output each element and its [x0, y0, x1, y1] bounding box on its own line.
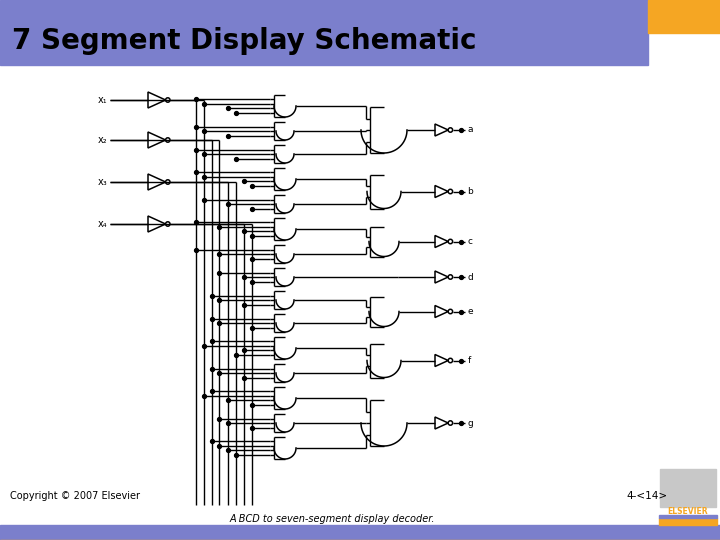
- Circle shape: [448, 239, 453, 244]
- Bar: [659, 518, 717, 525]
- Text: e: e: [467, 307, 473, 316]
- Circle shape: [448, 421, 453, 425]
- Circle shape: [166, 180, 170, 184]
- Text: a: a: [467, 125, 473, 134]
- Circle shape: [166, 222, 170, 226]
- Text: A BCD to seven-segment display decoder.: A BCD to seven-segment display decoder.: [229, 514, 435, 524]
- Circle shape: [448, 275, 453, 279]
- Text: Copyright © 2007 Elsevier: Copyright © 2007 Elsevier: [10, 491, 140, 501]
- Text: x₄: x₄: [97, 219, 107, 229]
- Text: ELSEVIER: ELSEVIER: [667, 508, 708, 516]
- Bar: [659, 515, 717, 518]
- Text: 4-<14>: 4-<14>: [626, 491, 667, 501]
- Circle shape: [448, 128, 453, 132]
- Text: b: b: [467, 187, 473, 196]
- Bar: [648, 0, 720, 33]
- Circle shape: [166, 138, 170, 142]
- Text: c: c: [467, 237, 472, 246]
- Text: x₂: x₂: [97, 135, 107, 145]
- Circle shape: [448, 190, 453, 194]
- Text: g: g: [467, 418, 473, 428]
- Text: x₃: x₃: [97, 177, 107, 187]
- Text: d: d: [467, 273, 473, 281]
- Circle shape: [166, 98, 170, 102]
- Text: f: f: [467, 356, 471, 365]
- Bar: [0, 0, 648, 65]
- Bar: [0, 525, 720, 540]
- Text: x₁: x₁: [97, 95, 107, 105]
- Bar: [659, 468, 717, 524]
- Bar: [0, 65, 720, 540]
- Text: 7 Segment Display Schematic: 7 Segment Display Schematic: [12, 27, 477, 55]
- Circle shape: [448, 309, 453, 314]
- Circle shape: [448, 359, 453, 363]
- Bar: [660, 469, 716, 507]
